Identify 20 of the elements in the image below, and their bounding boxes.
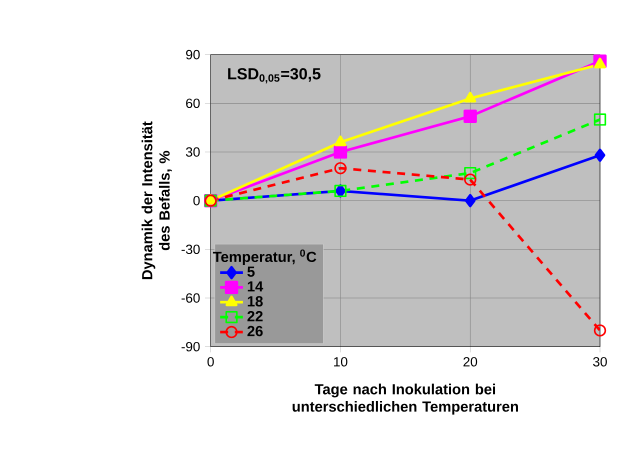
x-tick-label: 30 xyxy=(593,357,607,367)
x-tick-label: 0 xyxy=(207,357,214,367)
y-tick-label: 30 xyxy=(186,147,200,157)
y-tick-label: -90 xyxy=(182,342,200,352)
legend-label: 18 xyxy=(248,296,263,306)
legend-label: 26 xyxy=(247,326,263,336)
legend-label: 14 xyxy=(248,281,264,292)
x-tick-label: 20 xyxy=(463,357,478,367)
y-tick-label: -60 xyxy=(182,293,200,303)
legend-label: 22 xyxy=(247,311,263,322)
annotation: LSD$_{0,05}$=30,5 xyxy=(228,68,321,84)
y-tick-label: 0 xyxy=(193,196,200,206)
legend-label: 5 xyxy=(247,266,255,277)
legend-title: Temperatur, $^{0}$C xyxy=(212,249,316,265)
y-tick-label: 90 xyxy=(186,50,200,60)
y-tick-label: 60 xyxy=(186,98,200,108)
y-tick-label: -30 xyxy=(182,244,200,254)
x-tick-label: 10 xyxy=(334,357,348,367)
y-axis-title: Dynamik der Intensität des Befalls, % xyxy=(142,121,172,280)
x-axis-title: Tage nach Inokulation bei unterschiedlichen Temperaturen xyxy=(292,384,518,415)
